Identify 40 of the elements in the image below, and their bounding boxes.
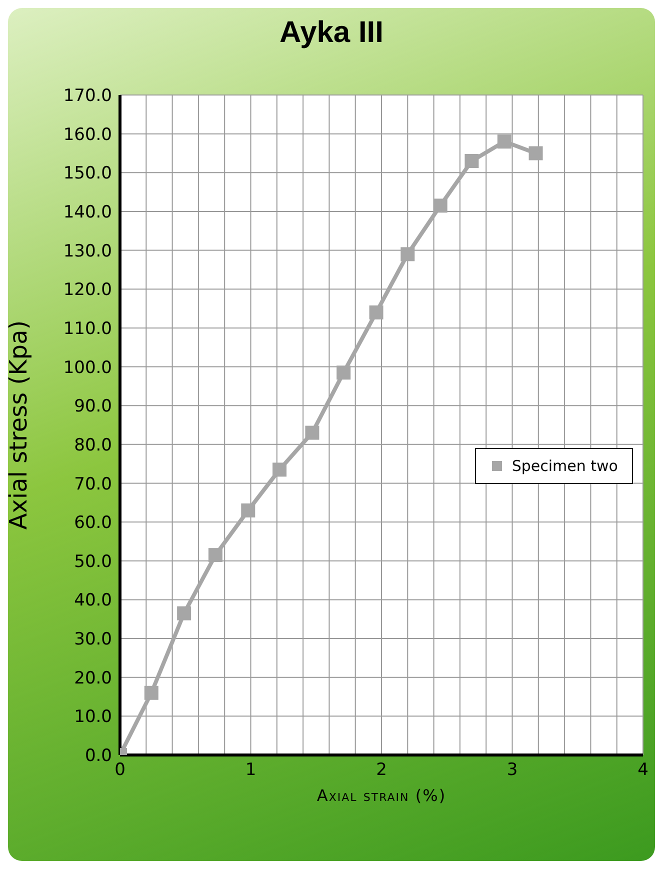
point (497, 134, 512, 149)
y-tick-label: 120.0 (63, 280, 112, 300)
point (144, 686, 158, 700)
chart-title: Ayka III (278, 16, 384, 50)
y-tick-label: 100.0 (63, 358, 112, 378)
y-tick-label: 150.0 (63, 164, 112, 184)
y-tick-label: 140.0 (63, 202, 112, 223)
y-tick-label: 40.0 (74, 590, 112, 611)
x-tick-label: 4 (638, 760, 648, 780)
y-tick-label: 80.0 (74, 435, 112, 456)
y-tick-label: 70.0 (74, 474, 112, 494)
y-tick-label: 130.0 (63, 241, 112, 262)
x-tick-label: 1 (245, 760, 256, 780)
y-tick-label: 160.0 (63, 124, 112, 145)
point (208, 548, 222, 562)
point (369, 305, 384, 320)
point (528, 146, 543, 160)
point (400, 247, 415, 262)
y-tick-label: 170.0 (63, 86, 112, 106)
y-tick-label: 20.0 (74, 668, 112, 688)
y-tick-label: 110.0 (63, 318, 112, 339)
point (305, 426, 320, 440)
y-tick-label: 90.0 (74, 396, 112, 417)
point (241, 503, 256, 518)
point (336, 366, 351, 380)
y-tick-label: 0.0 (84, 746, 112, 766)
x-tick-label: 2 (376, 760, 387, 780)
legend-label: Specimen two (512, 457, 618, 475)
y-axis-title: Axial stress (Kpa) (4, 320, 33, 530)
point (433, 198, 448, 213)
point (464, 154, 479, 168)
y-tick-label: 50.0 (74, 552, 112, 572)
point (177, 606, 192, 620)
y-tick-label: 60.0 (74, 513, 112, 534)
y-tick-label: 30.0 (74, 630, 112, 650)
x-tick-label: 3 (506, 760, 518, 780)
x-axis-title: Axial strain (%) (316, 786, 446, 805)
x-tick-label: 0 (114, 760, 126, 780)
point (272, 462, 287, 477)
y-tick-label: 10.0 (74, 707, 112, 728)
